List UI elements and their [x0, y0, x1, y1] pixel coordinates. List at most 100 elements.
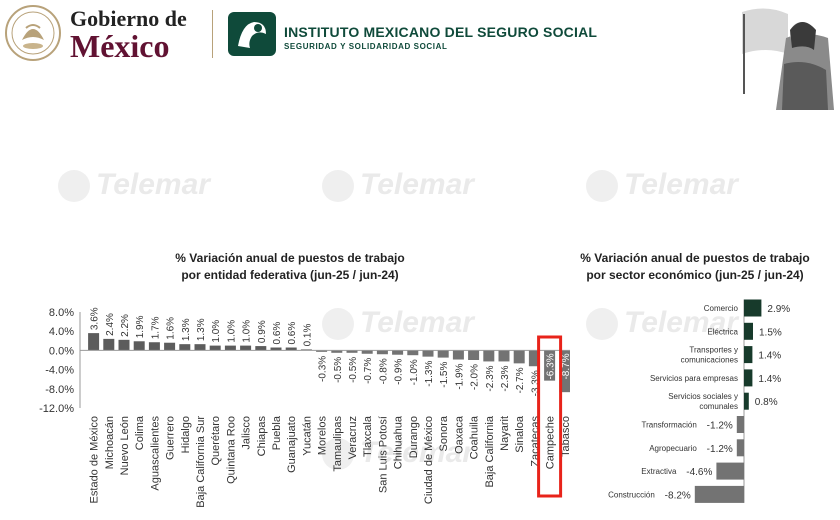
data-label: 1.3% [181, 318, 192, 341]
bar [744, 346, 753, 364]
bar [528, 350, 540, 367]
data-label: 2.2% [120, 314, 131, 337]
x-tick-label: Colima [134, 415, 146, 450]
data-label: -1.3% [424, 361, 435, 387]
bar [270, 347, 282, 351]
bar [164, 342, 176, 351]
data-label: -1.2% [707, 421, 733, 432]
bar [744, 322, 753, 340]
watermark-logo-icon [586, 170, 618, 203]
x-tick-label: Baja California Sur [195, 416, 207, 508]
x-tick-label: Morelos [317, 416, 329, 456]
data-label: 0.6% [287, 322, 298, 345]
x-tick-label: Chiapas [256, 416, 268, 457]
x-tick-label: Yucatán [301, 416, 313, 456]
data-label: -0.5% [348, 357, 359, 383]
bar [133, 341, 145, 351]
watermark-4: Telemar [322, 306, 474, 341]
y-tick-label: -4.0% [45, 365, 74, 377]
bar [407, 350, 419, 356]
x-tick-label: Quintana Roo [225, 416, 237, 484]
x-tick-label: Sonora [438, 415, 450, 451]
x-tick-label: Guerrero [165, 416, 177, 460]
data-label: -8.7% [561, 353, 570, 379]
x-tick-label: Sinaloa [514, 415, 526, 453]
watermark-logo-icon [322, 170, 354, 203]
data-label: 1.0% [211, 320, 222, 343]
x-tick-label: Hidalgo [180, 416, 192, 453]
watermark-2: Telemar [322, 168, 474, 203]
states-chart-title-line2: por entidad federativa (jun-25 / jun-24) [181, 268, 399, 282]
bar [376, 350, 388, 355]
data-label: 2.4% [105, 313, 116, 336]
data-label: -0.7% [363, 358, 374, 384]
watermark-text: Telemar [360, 306, 474, 339]
category-label: Transformación [642, 421, 697, 430]
data-label: -1.9% [454, 363, 465, 389]
bar [224, 345, 236, 351]
data-label: 1.3% [196, 318, 207, 341]
data-label: -8.2% [665, 490, 691, 501]
data-label: -2.0% [470, 364, 481, 390]
x-tick-label: Oaxaca [453, 415, 465, 454]
x-tick-label: Estado de México [89, 416, 101, 503]
watermark-logo-icon [322, 308, 354, 341]
bar [316, 350, 328, 352]
x-tick-label: Tamaulipas [332, 416, 344, 472]
bar [544, 350, 556, 381]
category-label: Construcción [608, 490, 655, 499]
bar [513, 350, 525, 364]
imss-logo-icon [228, 12, 276, 56]
bar [422, 350, 434, 357]
bar [179, 344, 191, 351]
sectors-bar-chart: Comercio 2.9%Eléctrica 1.5%Transportes yco… [608, 299, 790, 503]
highlight-box [537, 335, 563, 498]
x-tick-label: Querétaro [210, 416, 222, 466]
bar [694, 485, 744, 503]
x-tick-label: Veracruz [347, 416, 359, 459]
heroine-illustration-icon [742, 8, 834, 110]
data-label: -2.3% [500, 365, 511, 391]
bar [716, 462, 744, 480]
watermark-text: Telemar [96, 168, 210, 201]
bar [194, 344, 206, 351]
x-tick-label: Puebla [271, 415, 283, 450]
y-tick-label: 0.0% [49, 345, 74, 357]
x-tick-label: San Luis Potosí [377, 416, 389, 493]
y-tick-label: 8.0% [49, 307, 74, 319]
imss-subtitle: SEGURIDAD Y SOLIDARIDAD SOCIAL [284, 42, 448, 51]
imss-title: INSTITUTO MEXICANO DEL SEGURO SOCIAL [284, 24, 598, 40]
category-label: comunicaciones [681, 356, 738, 365]
bar [483, 350, 495, 362]
x-tick-label: Tlaxcala [362, 415, 374, 457]
data-label: -1.0% [409, 359, 420, 385]
bar [285, 347, 297, 351]
data-label: -2.7% [515, 367, 526, 393]
national-seal-icon [5, 5, 61, 61]
watermark-5: Telemar [586, 306, 738, 341]
sectors-chart-title-line2: por sector económico (jun-25 / jun-24) [586, 268, 804, 282]
data-label: -0.3% [318, 356, 329, 382]
bar [437, 350, 449, 358]
data-label: 3.6% [90, 307, 101, 330]
bar [88, 333, 100, 351]
x-tick-label: Aguascalientes [149, 416, 161, 491]
data-label: 1.0% [242, 320, 253, 343]
data-label: 1.4% [758, 351, 781, 362]
x-tick-label: Guanajuato [286, 416, 298, 473]
bar [392, 350, 404, 355]
watermark-text: Telemar [360, 436, 474, 469]
government-logo-line2: México [70, 28, 170, 64]
bar [744, 392, 749, 410]
bar [148, 342, 160, 351]
data-label: -0.5% [333, 357, 344, 383]
bar [300, 349, 312, 351]
header: Gobierno de México INSTITUTO MEXICANO DE… [0, 0, 840, 110]
category-label: Eléctrica [707, 327, 738, 336]
category-label: Agropecuario [649, 444, 697, 453]
data-label: -0.9% [394, 359, 405, 385]
bar [468, 350, 480, 360]
data-label: 1.9% [135, 315, 146, 338]
watermark-1: Telemar [58, 168, 210, 203]
bar [118, 339, 130, 351]
